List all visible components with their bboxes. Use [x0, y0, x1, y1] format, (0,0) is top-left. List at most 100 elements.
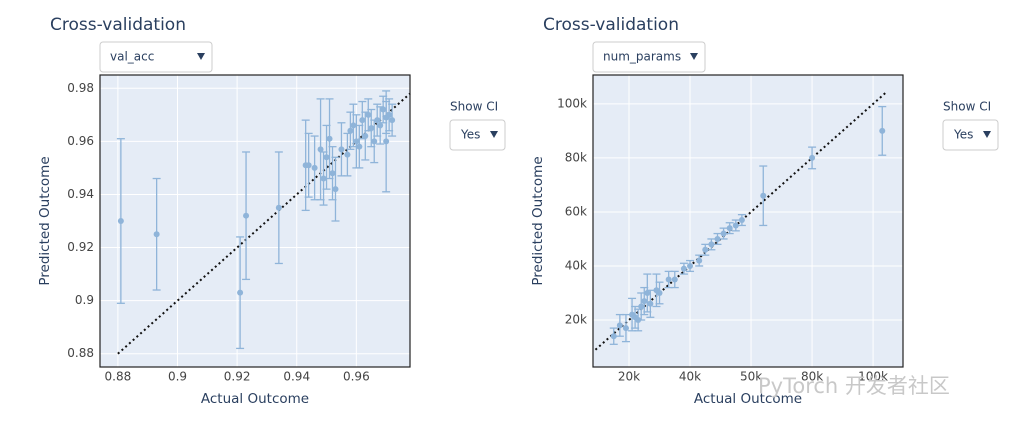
point — [317, 146, 324, 153]
x-tick-label: 0.96 — [343, 370, 370, 384]
point — [368, 125, 375, 132]
ci-label: Show CI — [943, 100, 991, 114]
point — [377, 122, 384, 129]
point — [732, 222, 739, 229]
dropdown-value: num_params — [603, 50, 681, 64]
point — [610, 333, 617, 340]
point — [647, 300, 654, 307]
point — [696, 257, 703, 264]
dropdown-arrow — [690, 53, 698, 60]
point — [616, 322, 623, 329]
dropdown-box — [99, 41, 213, 73]
y-tick-label: 0.92 — [67, 240, 94, 254]
point — [344, 151, 351, 158]
plot-frame — [99, 74, 411, 368]
point — [353, 138, 360, 145]
ci-label: Show CI — [450, 100, 498, 114]
plot-area — [592, 74, 904, 368]
x-tick-label: 0.92 — [224, 370, 251, 384]
y-tick-label: 0.94 — [67, 187, 94, 201]
point — [338, 146, 345, 153]
identity-line — [117, 92, 411, 355]
ci-dropdown[interactable]: Yes — [942, 119, 999, 151]
point — [383, 138, 390, 145]
x-tick-label: 20k — [618, 370, 640, 384]
y-axis-title: Predicted Outcome — [530, 156, 546, 285]
y-tick-label: 100k — [557, 96, 587, 110]
point — [275, 204, 282, 211]
dropdown-value: Yes — [460, 128, 480, 142]
point — [311, 164, 318, 171]
point — [347, 127, 354, 134]
point — [305, 162, 312, 169]
dropdown-box — [592, 41, 706, 73]
y-tick-label: 60k — [565, 204, 587, 218]
point — [622, 325, 629, 332]
point — [332, 186, 339, 193]
point — [380, 106, 387, 113]
point — [153, 231, 160, 238]
chart-title: Cross-validation — [50, 15, 186, 35]
point — [365, 111, 372, 118]
point — [809, 154, 816, 161]
point — [374, 117, 381, 124]
dropdown-arrow — [490, 131, 498, 138]
point — [320, 175, 327, 182]
point — [687, 262, 694, 269]
point — [680, 265, 687, 272]
point — [359, 117, 366, 124]
point — [243, 212, 250, 219]
point — [386, 111, 393, 118]
point — [350, 122, 357, 129]
y-tick-label: 20k — [565, 312, 587, 326]
point — [326, 135, 333, 142]
point — [356, 143, 363, 150]
x-tick-label: 0.9 — [168, 370, 187, 384]
point — [738, 217, 745, 224]
point — [671, 276, 678, 283]
point — [726, 225, 733, 232]
metric-dropdown[interactable]: val_acc — [99, 41, 213, 73]
point — [665, 276, 672, 283]
x-tick-label: 80k — [801, 370, 823, 384]
x-tick-label: 0.94 — [283, 370, 310, 384]
point — [329, 170, 336, 177]
point — [117, 218, 124, 224]
dropdown-box — [449, 119, 506, 151]
x-tick-label: 0.88 — [105, 370, 132, 384]
ci-dropdown[interactable]: Yes — [449, 119, 506, 151]
dropdown-value: val_acc — [110, 50, 154, 64]
point — [638, 303, 645, 310]
point — [641, 298, 648, 305]
y-tick-label: 80k — [565, 150, 587, 164]
point — [371, 138, 378, 145]
x-axis-title: Actual Outcome — [694, 391, 802, 407]
y-tick-label: 0.96 — [67, 134, 94, 148]
point — [708, 241, 715, 248]
y-tick-label: 0.98 — [67, 81, 94, 95]
point — [656, 289, 663, 296]
y-tick-label: 0.9 — [75, 293, 94, 307]
dropdown-arrow — [197, 53, 205, 60]
point — [644, 289, 651, 296]
dropdown-value: Yes — [953, 128, 973, 142]
point — [237, 289, 244, 296]
dropdown-box — [942, 119, 999, 151]
metric-dropdown[interactable]: num_params — [592, 41, 706, 73]
chart-title: Cross-validation — [543, 15, 679, 35]
dropdown-arrow — [983, 131, 991, 138]
point — [720, 230, 727, 237]
point — [879, 127, 886, 134]
point — [702, 246, 709, 253]
point — [362, 133, 369, 140]
x-tick-label: 100k — [858, 370, 888, 384]
watermark: PyTorch 开发者社区 — [758, 374, 950, 398]
point — [714, 235, 721, 242]
y-axis-title: Predicted Outcome — [37, 156, 53, 285]
y-tick-label: 0.88 — [67, 346, 94, 360]
plot-frame — [592, 74, 904, 368]
x-axis-title: Actual Outcome — [201, 391, 309, 407]
x-tick-label: 50k — [740, 370, 762, 384]
point — [760, 192, 767, 199]
y-tick-label: 40k — [565, 258, 587, 272]
